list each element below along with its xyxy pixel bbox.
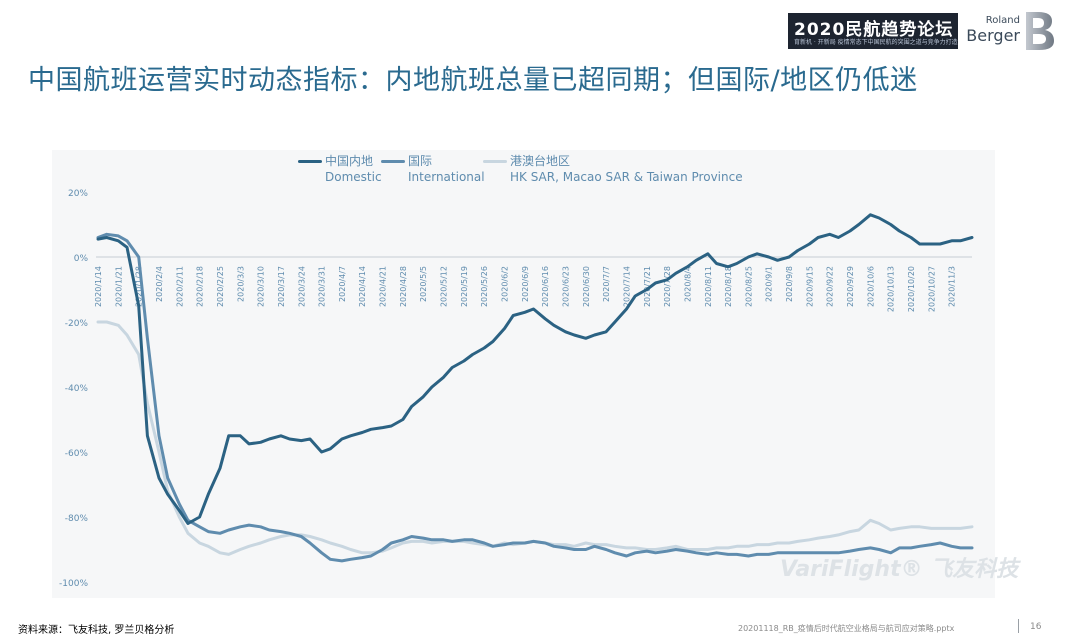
x-tick-label: 2020/3/24 bbox=[297, 266, 306, 307]
page-number: 16 bbox=[1030, 622, 1042, 632]
series-line-domestic bbox=[96, 213, 974, 525]
forum-subtitle: 育新机 · 开新局 疫情常态下中国民航的突围之道与竞争力打造 bbox=[794, 39, 958, 46]
x-tick-label: 2020/10/20 bbox=[907, 266, 916, 312]
source-note: 资料来源：飞友科技, 罗兰贝格分析 bbox=[18, 625, 175, 636]
x-tick-label: 2020/5/12 bbox=[440, 266, 449, 307]
y-tick-label: 20% bbox=[68, 189, 88, 199]
x-tick-label: 2020/5/19 bbox=[460, 266, 469, 307]
x-tick-label: 2020/8/25 bbox=[744, 266, 753, 307]
x-tick-label: 2020/6/16 bbox=[541, 266, 550, 307]
legend-hkmt-en: HK SAR, Macao SAR & Taiwan Province bbox=[510, 170, 743, 184]
x-tick-label: 2020/6/9 bbox=[521, 266, 530, 302]
x-tick-label: 2020/6/2 bbox=[501, 266, 510, 302]
page-title: 中国航班运营实时动态指标：内地航班总量已超同期；但国际/地区仍低迷 bbox=[28, 65, 918, 96]
x-tick-label: 2020/10/27 bbox=[927, 266, 936, 312]
roland-berger-logo-icon bbox=[1026, 12, 1054, 50]
x-tick-label: 2020/7/21 bbox=[643, 266, 652, 307]
y-tick-label: -100% bbox=[59, 579, 88, 589]
series-line-international bbox=[96, 232, 974, 563]
x-tick-label: 2020/9/15 bbox=[805, 266, 814, 307]
legend-domestic-cn: 中国内地 bbox=[325, 154, 374, 168]
x-tick-label: 2020/7/28 bbox=[663, 266, 672, 307]
x-tick-label: 2020/11/3 bbox=[948, 266, 957, 307]
legend-hkmt-cn: 港澳台地区 bbox=[510, 154, 571, 168]
y-tick-label: -40% bbox=[65, 384, 89, 394]
x-tick-label: 2020/4/21 bbox=[379, 266, 388, 307]
x-tick-label: 2020/2/11 bbox=[175, 266, 184, 307]
footer-divider bbox=[1018, 619, 1019, 633]
x-tick-label: 2020/8/4 bbox=[683, 266, 692, 302]
y-tick-label: -80% bbox=[65, 514, 89, 524]
x-tick-label: 2020/9/29 bbox=[846, 266, 855, 307]
y-tick-label: 0% bbox=[74, 254, 89, 264]
brand-bottom: Berger bbox=[966, 26, 1020, 45]
x-tick-label: 2020/4/14 bbox=[358, 266, 367, 307]
x-tick-label: 2020/3/31 bbox=[318, 266, 327, 307]
legend-domestic-en: Domestic bbox=[325, 170, 382, 184]
y-tick-label: -20% bbox=[65, 319, 89, 329]
legend-international-cn: 国际 bbox=[408, 154, 433, 168]
x-tick-label: 2020/7/7 bbox=[602, 266, 611, 302]
x-tick-label: 2020/7/14 bbox=[622, 266, 631, 307]
x-tick-label: 2020/10/6 bbox=[866, 266, 875, 307]
roland-berger-wordmark: Roland Berger bbox=[966, 16, 1020, 44]
x-tick-label: 2020/1/28 bbox=[135, 266, 144, 307]
brand-top: Roland bbox=[985, 15, 1020, 26]
x-tick-label: 2020/6/23 bbox=[561, 266, 570, 307]
x-tick-label: 2020/8/11 bbox=[704, 266, 713, 307]
x-tick-label: 2020/9/1 bbox=[765, 266, 774, 302]
legend-swatch-international bbox=[381, 160, 405, 163]
forum-logo: 2020民航趋势论坛 育新机 · 开新局 疫情常态下中国民航的突围之道与竞争力打… bbox=[788, 13, 958, 49]
x-tick-label: 2020/2/25 bbox=[216, 266, 225, 307]
x-tick-label: 2020/9/22 bbox=[826, 266, 835, 307]
x-tick-label: 2020/5/26 bbox=[480, 266, 489, 307]
legend-label-hkmt: 港澳台地区 HK SAR, Macao SAR & Taiwan Provinc… bbox=[510, 153, 743, 185]
legend-international-en: International bbox=[408, 170, 485, 184]
variflight-watermark: VariFlight® 飞友科技 bbox=[780, 557, 1019, 582]
legend-swatch-hkmt bbox=[483, 160, 507, 163]
x-tick-label: 2020/8/18 bbox=[724, 266, 733, 307]
x-tick-label: 2020/2/18 bbox=[196, 266, 205, 307]
chart-panel bbox=[52, 150, 995, 598]
x-tick-label: 2020/6/30 bbox=[582, 266, 591, 307]
x-tick-label: 2020/3/17 bbox=[277, 266, 286, 307]
legend-swatch-domestic bbox=[298, 160, 322, 163]
x-tick-label: 2020/5/5 bbox=[419, 266, 428, 302]
file-name: 20201118_RB_疫情后时代航空业格局与航司应对策略.pptx bbox=[738, 624, 955, 633]
x-tick-label: 2020/3/10 bbox=[257, 266, 266, 307]
x-tick-label: 2020/1/14 bbox=[94, 266, 103, 307]
y-tick-label: -60% bbox=[65, 449, 89, 459]
legend-label-international: 国际 International bbox=[408, 153, 485, 185]
x-tick-label: 2020/1/21 bbox=[114, 266, 123, 307]
x-tick-label: 2020/10/13 bbox=[887, 266, 896, 312]
legend-label-domestic: 中国内地 Domestic bbox=[325, 153, 382, 185]
x-tick-label: 2020/4/28 bbox=[399, 266, 408, 307]
x-tick-label: 2020/2/4 bbox=[155, 266, 164, 302]
x-tick-label: 2020/9/8 bbox=[785, 266, 794, 302]
x-tick-label: 2020/4/7 bbox=[338, 266, 347, 302]
forum-title: 2020民航趋势论坛 bbox=[794, 20, 954, 40]
x-tick-label: 2020/3/3 bbox=[236, 266, 245, 302]
